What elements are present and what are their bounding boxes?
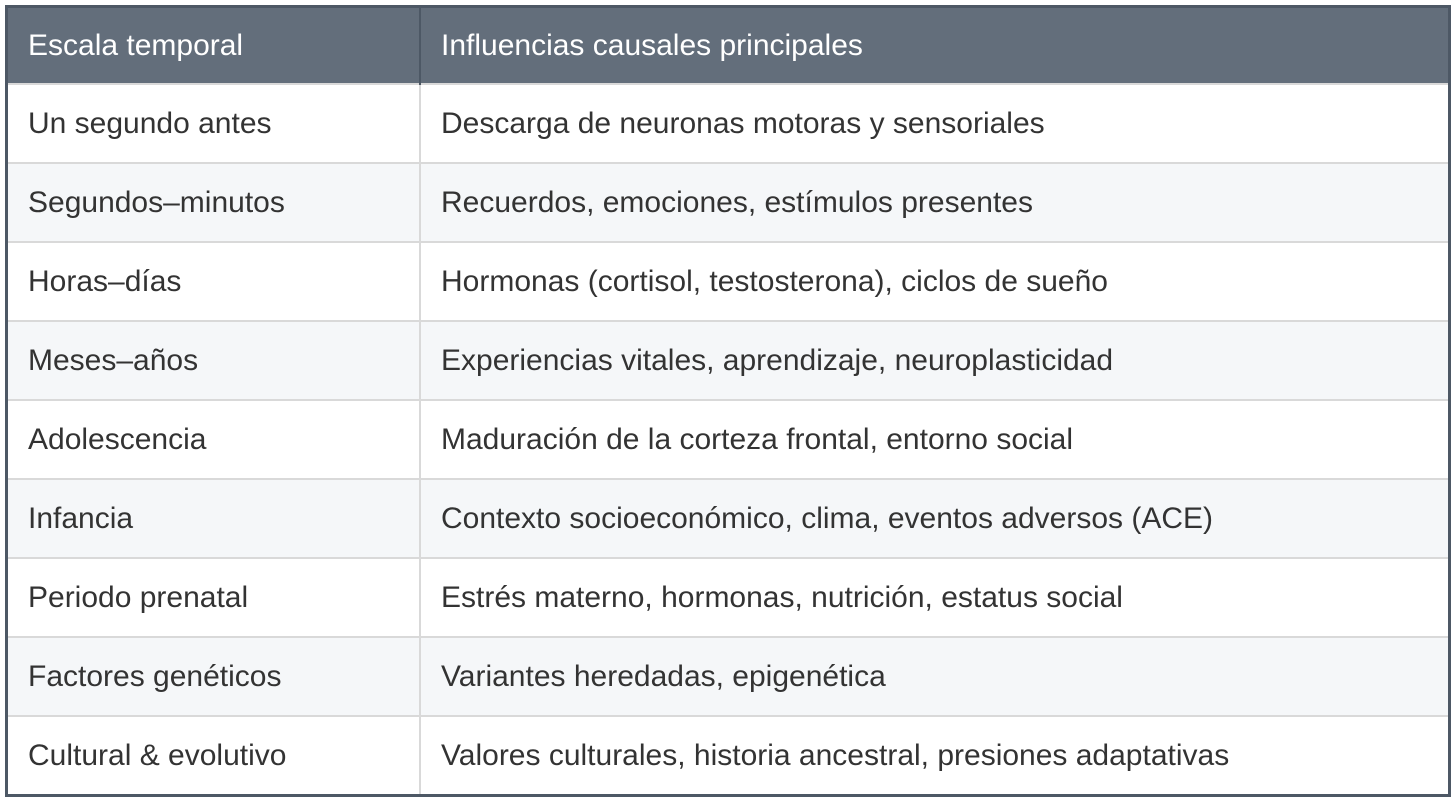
cell-influences: Estrés materno, hormonas, nutrición, est…	[419, 557, 1451, 638]
table-row: Horas–días Hormonas (cortisol, testostero…	[5, 241, 1451, 322]
table-row: Factores genéticos Variantes heredadas, e…	[5, 636, 1451, 717]
cell-timescale: Factores genéticos	[5, 636, 421, 717]
cell-influences: Hormonas (cortisol, testosterona), ciclo…	[419, 241, 1451, 322]
cell-influences: Maduración de la corteza frontal, entorn…	[419, 399, 1451, 480]
cell-influences: Contexto socioeconómico, clima, eventos …	[419, 478, 1451, 559]
header-row: Escala temporal Influencias causales pri…	[6, 6, 1451, 84]
cell-timescale: Cultural & evolutivo	[5, 715, 421, 797]
table-row: Meses–años Experiencias vitales, aprendiz…	[5, 320, 1451, 401]
cell-timescale: Segundos–minutos	[5, 162, 421, 243]
cell-timescale: Infancia	[5, 478, 421, 559]
table-row: Segundos–minutos Recuerdos, emociones, es…	[5, 162, 1451, 243]
cell-timescale: Periodo prenatal	[5, 557, 421, 638]
table-row: Infancia Contexto socioeconómico, clima, …	[5, 478, 1451, 559]
cell-influences: Descarga de neuronas motoras y sensorial…	[419, 83, 1451, 164]
cell-timescale: Un segundo antes	[5, 83, 421, 164]
header-influences: Influencias causales principales	[420, 6, 1451, 84]
header-timescale: Escala temporal	[6, 6, 421, 84]
table-row: Adolescencia Maduración de la corteza fro…	[5, 399, 1451, 480]
timescale-table: Escala temporal Influencias causales pri…	[5, 5, 1451, 797]
cell-timescale: Adolescencia	[5, 399, 421, 480]
table-row: Un segundo antes Descarga de neuronas mot…	[5, 83, 1451, 164]
table-row: Cultural & evolutivo Valores culturales, …	[5, 715, 1451, 797]
cell-timescale: Meses–años	[5, 320, 421, 401]
cell-timescale: Horas–días	[5, 241, 421, 322]
table-row: Periodo prenatal Estrés materno, hormonas…	[5, 557, 1451, 638]
cell-influences: Experiencias vitales, aprendizaje, neuro…	[419, 320, 1451, 401]
cell-influences: Variantes heredadas, epigenética	[419, 636, 1451, 717]
cell-influences: Valores culturales, historia ancestral, …	[419, 715, 1451, 797]
cell-influences: Recuerdos, emociones, estímulos presente…	[419, 162, 1451, 243]
